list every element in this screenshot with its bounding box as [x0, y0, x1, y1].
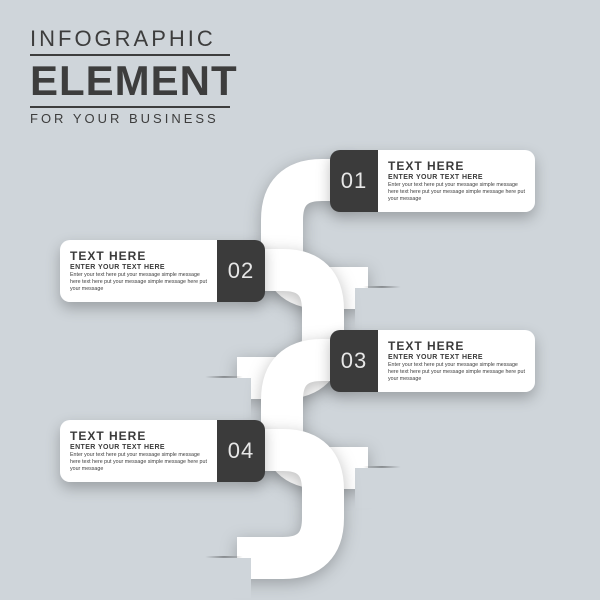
info-box-03: 03TEXT HEREENTER YOUR TEXT HEREEnter you… — [330, 330, 535, 392]
ribbon-mask-02 — [197, 378, 251, 418]
info-desc: Enter your text here put your message si… — [70, 272, 207, 293]
ribbon-mask-01 — [355, 288, 409, 328]
info-desc: Enter your text here put your message si… — [388, 362, 525, 383]
info-body: TEXT HEREENTER YOUR TEXT HEREEnter your … — [60, 420, 217, 482]
info-box-02: 02TEXT HEREENTER YOUR TEXT HEREEnter you… — [60, 240, 265, 302]
info-title: TEXT HERE — [70, 249, 207, 263]
info-subtitle: ENTER YOUR TEXT HERE — [70, 444, 207, 451]
info-subtitle: ENTER YOUR TEXT HERE — [388, 354, 525, 361]
info-number: 04 — [217, 420, 265, 482]
ribbon-mask-04 — [197, 558, 251, 598]
info-box-01: 01TEXT HEREENTER YOUR TEXT HEREEnter you… — [330, 150, 535, 212]
ribbon-mask-03 — [355, 468, 409, 508]
header-main: ELEMENT — [30, 60, 238, 102]
header-sub: FOR YOUR BUSINESS — [30, 112, 238, 125]
info-desc: Enter your text here put your message si… — [70, 452, 207, 473]
infographic-canvas: INFOGRAPHIC ELEMENT FOR YOUR BUSINESS 01… — [0, 0, 600, 600]
info-body: TEXT HEREENTER YOUR TEXT HEREEnter your … — [378, 150, 535, 212]
info-title: TEXT HERE — [388, 159, 525, 173]
info-subtitle: ENTER YOUR TEXT HERE — [388, 174, 525, 181]
info-number: 02 — [217, 240, 265, 302]
header: INFOGRAPHIC ELEMENT FOR YOUR BUSINESS — [30, 28, 238, 125]
info-title: TEXT HERE — [388, 339, 525, 353]
info-body: TEXT HEREENTER YOUR TEXT HEREEnter your … — [378, 330, 535, 392]
info-subtitle: ENTER YOUR TEXT HERE — [70, 264, 207, 271]
header-top: INFOGRAPHIC — [30, 28, 238, 50]
info-desc: Enter your text here put your message si… — [388, 182, 525, 203]
info-box-04: 04TEXT HEREENTER YOUR TEXT HEREEnter you… — [60, 420, 265, 482]
info-body: TEXT HEREENTER YOUR TEXT HEREEnter your … — [60, 240, 217, 302]
info-number: 01 — [330, 150, 378, 212]
info-number: 03 — [330, 330, 378, 392]
info-title: TEXT HERE — [70, 429, 207, 443]
header-rule — [30, 54, 230, 56]
header-rule-2 — [30, 106, 230, 108]
